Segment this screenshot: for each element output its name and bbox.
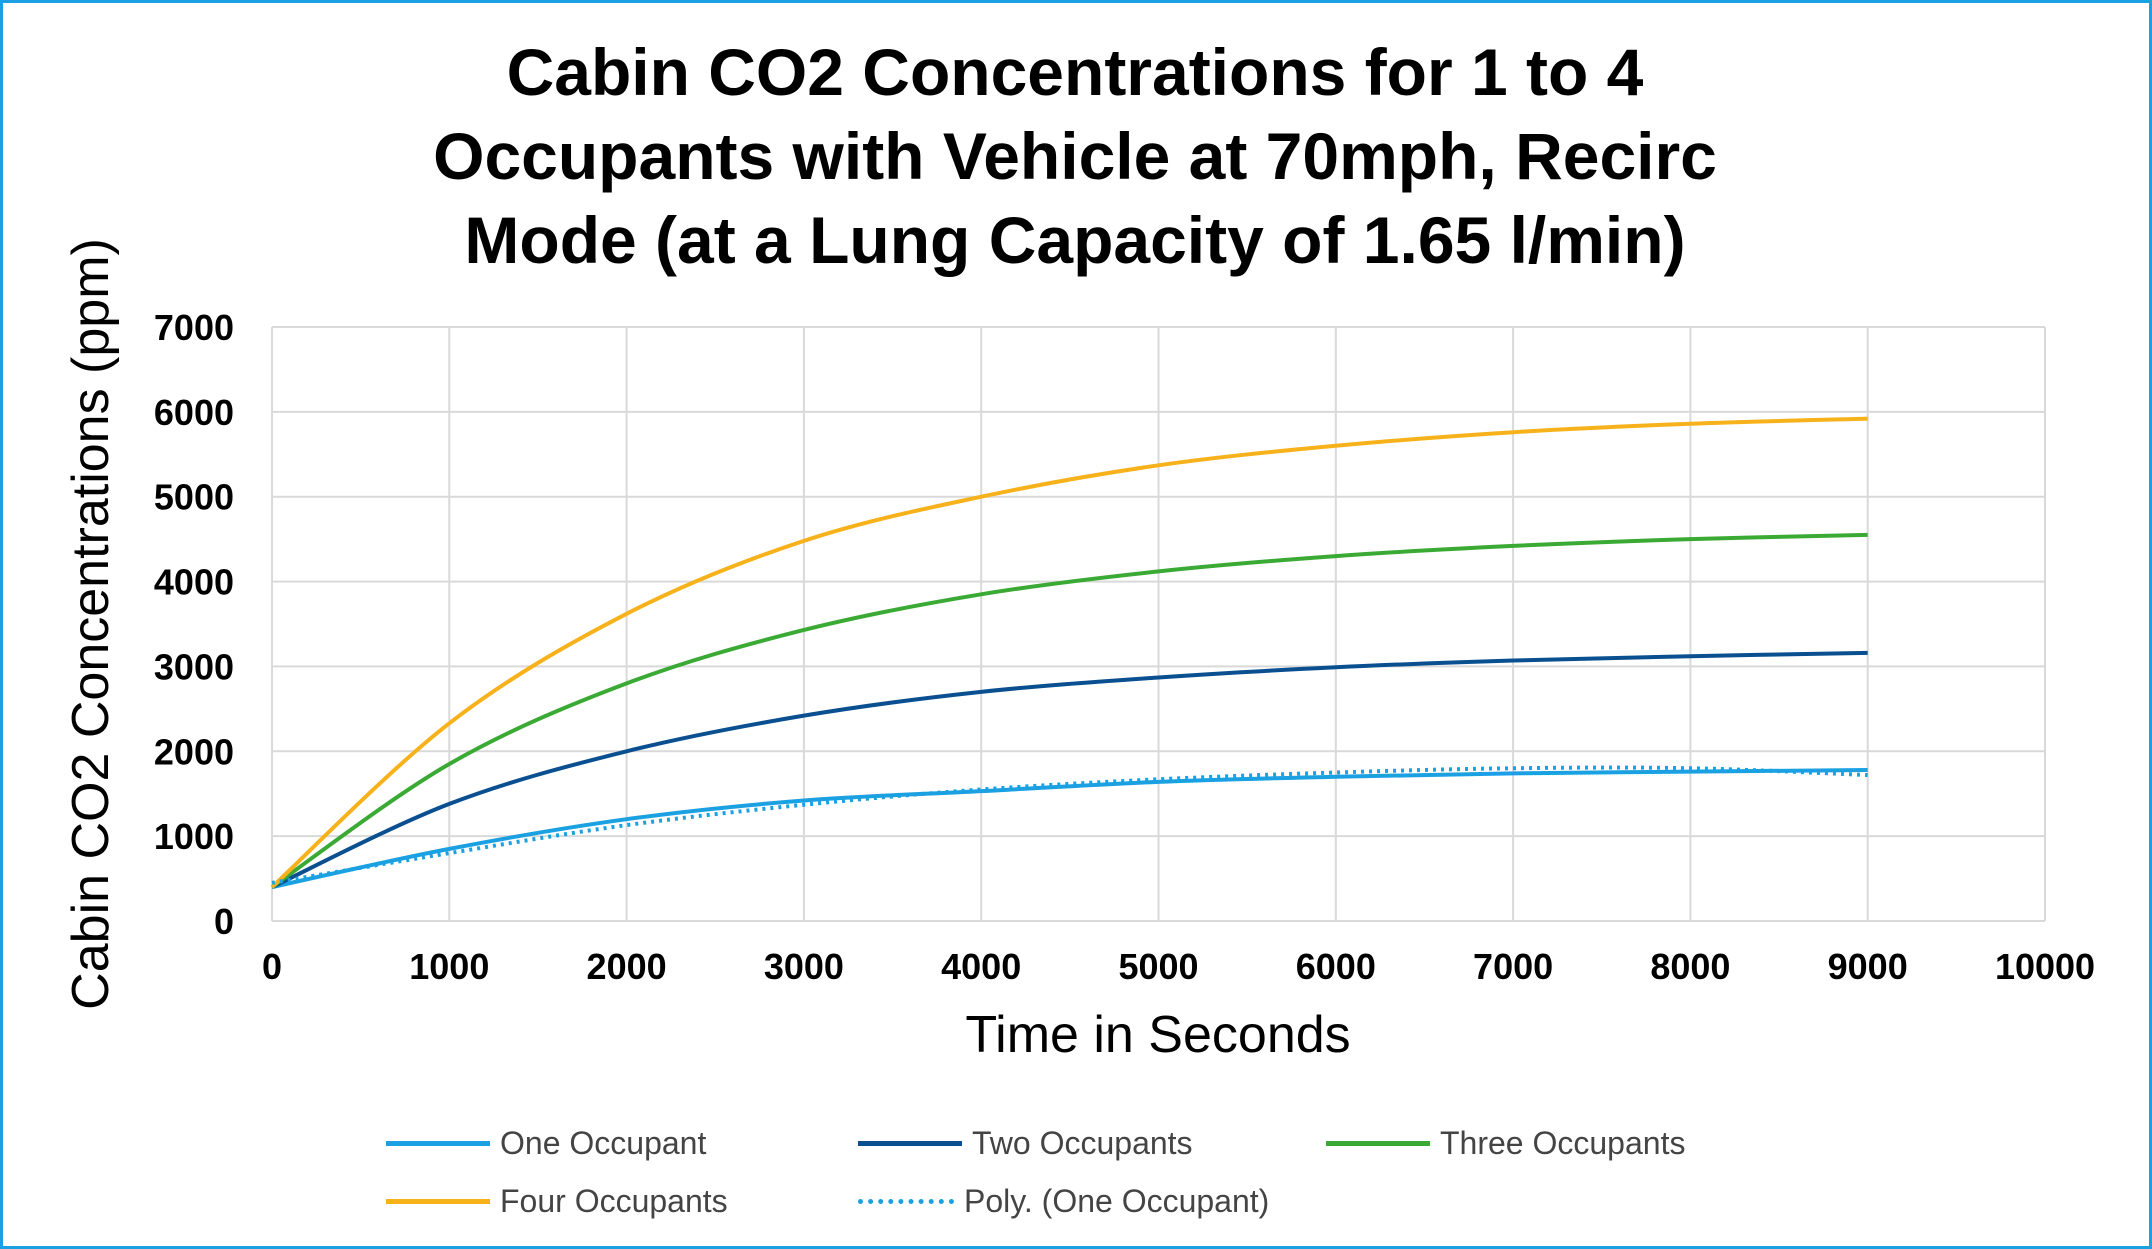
series-line-poly-one-occupant — [271, 765, 1868, 885]
legend-swatch — [858, 1199, 954, 1204]
legend-item-one-occupant: One Occupant — [386, 1125, 706, 1162]
y-tick-label: 2000 — [154, 731, 234, 772]
title-line: Cabin CO2 Concentrations for 1 to 4 — [506, 35, 1644, 109]
x-tick-label: 4000 — [941, 946, 1021, 987]
x-tick-label: 10000 — [1995, 946, 2095, 987]
legend-swatch — [858, 1141, 962, 1146]
x-tick-label: 7000 — [1473, 946, 1553, 987]
title-line: Mode (at a Lung Capacity of 1.65 l/min) — [464, 203, 1686, 277]
legend-item-poly-one-occupant: Poly. (One Occupant) — [858, 1183, 1269, 1220]
series-line-two-occupants — [271, 650, 1868, 889]
legend-item-two-occupants: Two Occupants — [858, 1125, 1193, 1162]
legend-label: Two Occupants — [972, 1125, 1193, 1161]
legend-label: Poly. (One Occupant) — [964, 1183, 1270, 1219]
y-axis-title: Cabin CO2 Concentrations (ppm) — [62, 238, 120, 1010]
title-line: Occupants with Vehicle at 70mph, Recirc — [433, 119, 1717, 193]
legend-swatch — [386, 1141, 490, 1146]
x-tick-label: 0 — [262, 946, 282, 987]
legend-item-four-occupants: Four Occupants — [386, 1183, 728, 1220]
series-line-one-occupant — [271, 767, 1868, 890]
legend-label: Three Occupants — [1440, 1125, 1686, 1161]
x-axis-title: Time in Seconds — [965, 1006, 1350, 1064]
y-tick-label: 7000 — [154, 307, 234, 348]
x-tick-label: 9000 — [1828, 946, 1908, 987]
legend-swatch — [386, 1199, 490, 1204]
chart-title: Cabin CO2 Concentrations for 1 to 4 Occu… — [200, 30, 1950, 282]
y-tick-label: 6000 — [154, 392, 234, 433]
y-tick-label: 1000 — [154, 816, 234, 857]
y-tick-label: 5000 — [154, 477, 234, 518]
x-tick-label: 6000 — [1296, 946, 1376, 987]
y-tick-label: 3000 — [154, 646, 234, 687]
series-line-four-occupants — [270, 416, 1868, 889]
series-line-three-occupants — [270, 532, 1868, 889]
x-tick-label: 8000 — [1650, 946, 1730, 987]
x-tick-label: 2000 — [587, 946, 667, 987]
y-tick-label: 0 — [214, 901, 234, 942]
legend-swatch — [1326, 1141, 1430, 1146]
x-tick-label: 3000 — [764, 946, 844, 987]
legend-label: One Occupant — [500, 1125, 707, 1161]
x-tick-label: 1000 — [409, 946, 489, 987]
legend-item-three-occupants: Three Occupants — [1326, 1125, 1685, 1162]
x-tick-label: 5000 — [1118, 946, 1198, 987]
legend-label: Four Occupants — [500, 1183, 728, 1219]
y-tick-label: 4000 — [154, 562, 234, 603]
